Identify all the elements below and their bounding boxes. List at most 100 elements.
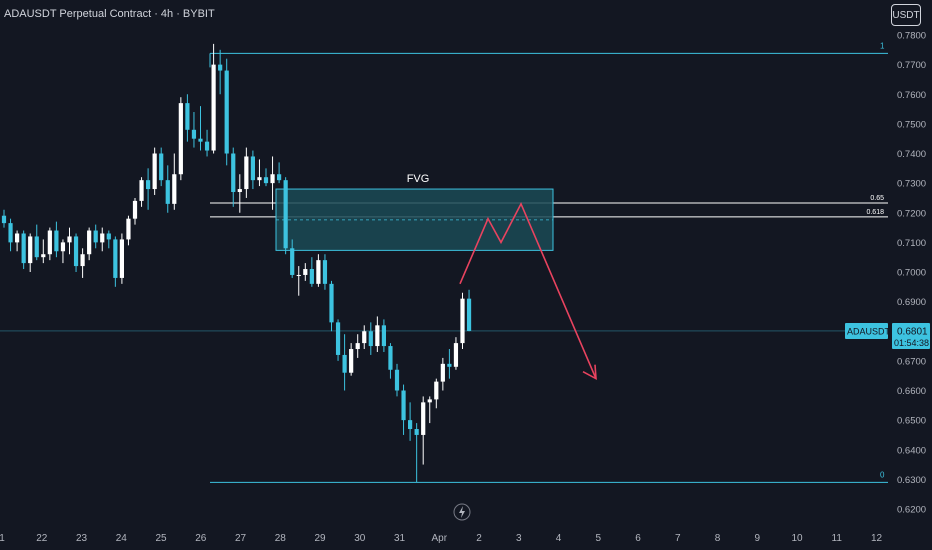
time-tick-label: 23 — [76, 533, 88, 544]
time-tick-label: Apr — [431, 533, 447, 544]
candle-body — [309, 269, 314, 284]
candle-body — [28, 236, 33, 264]
candle-body — [244, 156, 249, 190]
projection-path — [459, 201, 597, 379]
candle-body — [146, 180, 151, 190]
event-markers — [453, 503, 471, 521]
time-tick-label: 28 — [275, 533, 287, 544]
candle-body — [54, 230, 59, 252]
candle-body — [93, 230, 98, 243]
candle-body — [440, 363, 445, 382]
fvg-label: FVG — [407, 173, 430, 185]
price-tick-label: 0.7400 — [897, 149, 926, 160]
candle-body — [349, 349, 354, 373]
price-tick-label: 0.6400 — [897, 445, 926, 456]
fib-label: 0.65 — [870, 195, 884, 202]
lightning-icon[interactable] — [453, 503, 471, 521]
candle-body — [152, 153, 157, 190]
price-axis: 0.7800 0.7700 0.7600 0.7500 0.7400 0.7300 0.72… — [845, 31, 930, 516]
candle-body — [73, 236, 79, 267]
time-tick-label: 3 — [516, 533, 522, 544]
candle-body — [375, 325, 380, 347]
price-tick-label: 0.7500 — [897, 119, 926, 130]
candle-body — [106, 233, 111, 240]
candle-body — [185, 103, 190, 130]
time-tick-label: 26 — [195, 533, 207, 544]
price-tick-label: 0.7200 — [897, 208, 926, 219]
time-tick-label: 5 — [595, 533, 601, 544]
candle-body — [191, 129, 197, 139]
candle-body — [270, 174, 275, 184]
candle-body — [231, 153, 236, 193]
candle-body — [41, 254, 46, 258]
candle-body — [47, 230, 52, 255]
time-tick-label: 11 — [832, 533, 843, 544]
candle-body — [139, 180, 144, 201]
candle-body — [296, 274, 301, 276]
candle-body — [119, 239, 124, 278]
candle-body — [178, 103, 183, 175]
symbol-badge-label: ADAUSDT.P — [847, 326, 898, 336]
candle-body — [401, 390, 406, 421]
candle-body — [408, 420, 413, 430]
fib-label: 0.618 — [866, 209, 884, 216]
fvg-zone: FVG — [275, 173, 554, 251]
candle-body — [388, 346, 393, 370]
price-tick-label: 0.7800 — [897, 31, 926, 42]
candle-body — [159, 153, 164, 181]
candle-body — [414, 429, 419, 435]
time-tick-label: 4 — [556, 533, 562, 544]
candle-body — [434, 381, 439, 400]
candle-body — [362, 331, 367, 344]
candle-body — [257, 177, 262, 181]
candle-body — [1, 215, 7, 224]
candle-body — [421, 402, 426, 435]
currency-button[interactable]: USDT — [891, 4, 921, 26]
time-tick-label: 9 — [754, 533, 760, 544]
price-tick-label: 0.7600 — [897, 90, 926, 101]
time-tick-label: 29 — [314, 533, 326, 544]
candle-body — [453, 343, 459, 367]
price-tick-label: 0.6600 — [897, 386, 926, 397]
candle-body — [250, 156, 255, 181]
price-badge — [892, 322, 930, 349]
candle-body — [198, 138, 203, 142]
candle-body — [218, 64, 223, 71]
chart-title: ADAUSDT Perpetual Contract · 4h · BYBIT — [4, 8, 215, 20]
time-tick-label: 7 — [675, 533, 681, 544]
candle-body — [427, 399, 432, 403]
projection-arrowhead — [582, 364, 597, 381]
time-tick-label: 30 — [354, 533, 366, 544]
candle-body — [126, 218, 131, 240]
candle-body — [100, 233, 105, 243]
candles — [1, 43, 472, 483]
candle-body — [8, 223, 13, 243]
price-badge-countdown: 01:54:38 — [894, 338, 929, 348]
price-tick-label: 0.6300 — [897, 475, 926, 486]
candle-body — [460, 298, 465, 344]
candle-body — [394, 369, 400, 391]
candle-body — [67, 236, 72, 243]
projection — [459, 201, 597, 381]
candle-body — [290, 248, 295, 275]
time-tick-label: 1 — [0, 533, 5, 544]
candle-body — [283, 180, 288, 249]
candle-body — [34, 236, 39, 258]
candle-body — [113, 239, 118, 278]
time-tick-label: 6 — [635, 533, 641, 544]
price-tick-label: 0.6500 — [897, 416, 926, 427]
level-label: 1 — [880, 41, 885, 50]
candle-body — [342, 354, 347, 373]
candle-body — [316, 260, 321, 284]
candle-body — [165, 180, 170, 204]
price-tick-label: 0.6900 — [897, 297, 926, 308]
time-tick-label: 2 — [476, 533, 482, 544]
time-tick-label: 31 — [394, 533, 406, 544]
time-tick-label: 10 — [791, 533, 803, 544]
price-tick-label: 0.7300 — [897, 179, 926, 190]
price-tick-label: 0.6700 — [897, 356, 926, 367]
candle-body — [355, 343, 360, 350]
candle-body — [237, 189, 242, 193]
candle-body — [224, 70, 229, 154]
